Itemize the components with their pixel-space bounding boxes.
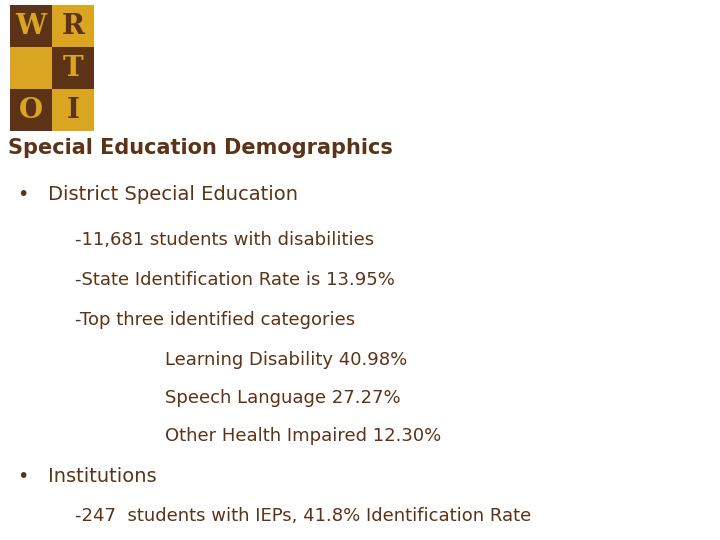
Text: -11,681 students with disabilities: -11,681 students with disabilities (75, 231, 374, 249)
Text: Y: Y (21, 55, 41, 82)
Text: Learning Disability 40.98%: Learning Disability 40.98% (165, 351, 408, 369)
Text: W: W (15, 12, 47, 39)
Bar (52, 47, 94, 89)
Text: Other Health Impaired 12.30%: Other Health Impaired 12.30% (165, 427, 441, 445)
Text: T: T (63, 55, 84, 82)
Text: Speech Language 27.27%: Speech Language 27.27% (165, 389, 400, 407)
Bar (10, 5, 52, 47)
Text: O: O (19, 97, 43, 124)
Text: -State Identification Rate is 13.95%: -State Identification Rate is 13.95% (75, 271, 395, 289)
Text: Special Education Demographics: Special Education Demographics (8, 138, 392, 158)
Text: •   District Special Education: • District Special Education (18, 186, 298, 205)
Bar (10, 89, 52, 131)
Text: -Top three identified categories: -Top three identified categories (75, 311, 355, 329)
Bar (52, 5, 94, 47)
Bar (52, 89, 94, 131)
Bar (10, 47, 52, 89)
Text: -247  students with IEPs, 41.8% Identification Rate: -247 students with IEPs, 41.8% Identific… (75, 507, 531, 525)
Text: R: R (61, 12, 84, 39)
Text: •   Institutions: • Institutions (18, 467, 157, 485)
Text: I: I (66, 97, 79, 124)
